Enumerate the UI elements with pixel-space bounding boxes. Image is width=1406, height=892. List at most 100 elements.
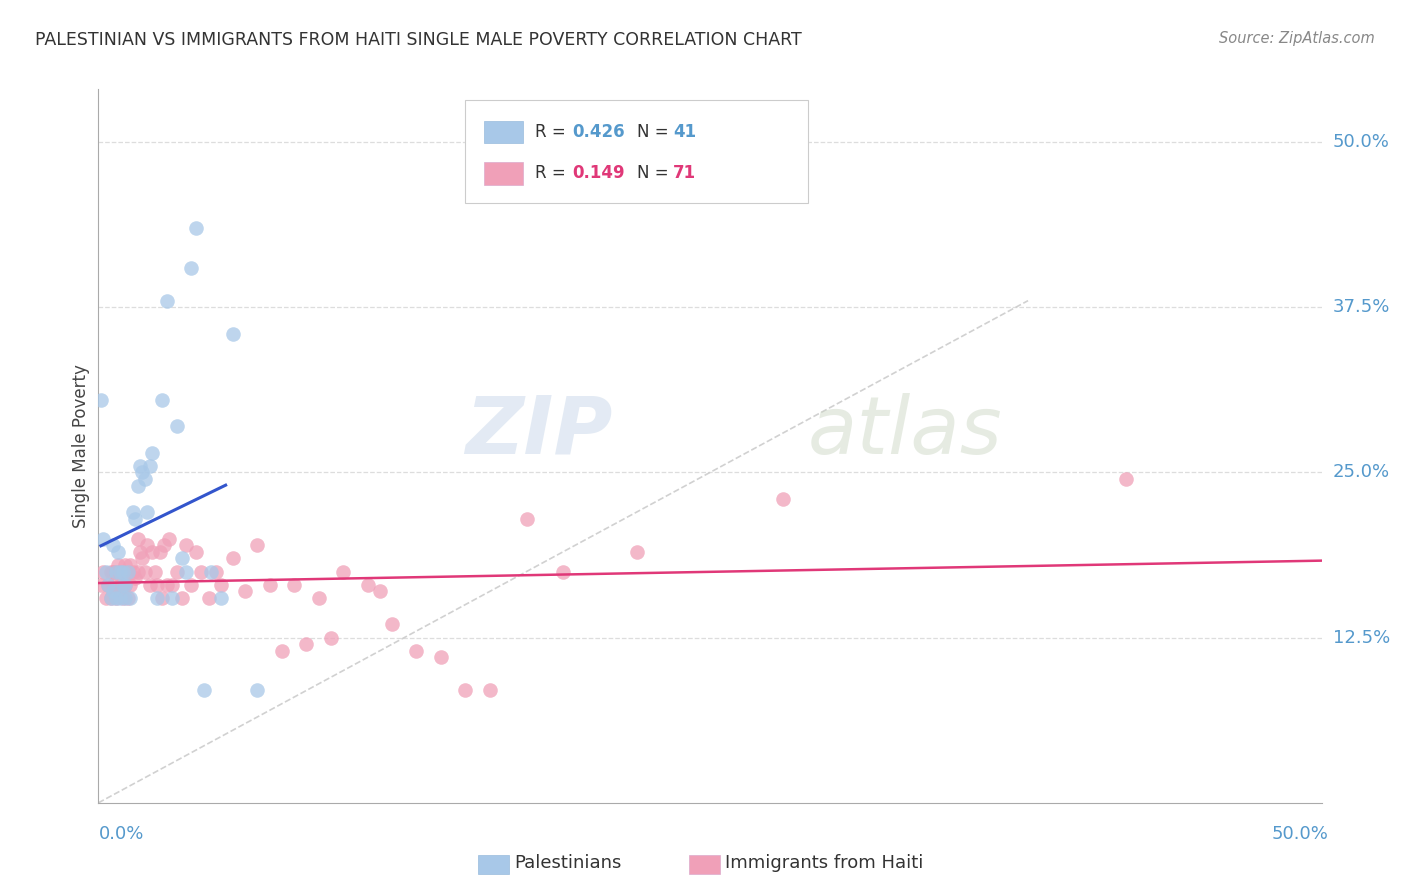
Point [283,578,305,592]
Point [127,532,149,546]
Point [111,578,134,592]
Point [94,565,117,579]
Point [120,578,142,592]
Text: R =: R = [536,164,571,182]
Point [90,578,112,592]
Text: Palestinians: Palestinians [515,855,621,872]
Point [104,591,127,605]
Point [205,565,228,579]
Point [114,591,136,605]
Point [91,565,114,579]
Point [193,683,215,698]
Point [114,578,136,592]
Point [100,591,122,605]
Point [131,551,153,566]
Point [197,591,219,605]
Text: 37.5%: 37.5% [1333,298,1391,317]
Point [97,578,120,592]
Point [117,565,139,579]
Point [124,511,146,525]
Point [114,578,136,592]
Point [166,419,188,434]
Point [141,545,163,559]
Point [136,538,159,552]
Point [180,578,202,592]
Point [110,591,132,605]
Point [90,392,112,407]
Bar [484,162,523,185]
Text: 12.5%: 12.5% [1333,629,1391,647]
Point [104,565,127,579]
Text: Immigrants from Haiti: Immigrants from Haiti [725,855,924,872]
Point [233,584,256,599]
Text: 0.0%: 0.0% [98,825,143,843]
Point [222,551,245,566]
Point [129,458,152,473]
Point [246,683,269,698]
Point [146,591,169,605]
Point [190,565,212,579]
Point [117,591,139,605]
Point [332,565,354,579]
Point [146,578,169,592]
Text: 41: 41 [673,123,696,141]
Point [94,591,117,605]
Text: 25.0%: 25.0% [1333,464,1391,482]
Point [139,458,162,473]
Point [160,591,183,605]
Point [110,565,132,579]
Point [166,565,188,579]
Point [246,538,269,552]
Point [104,565,127,579]
Point [100,565,122,579]
Point [143,565,166,579]
Point [141,445,163,459]
Text: N =: N = [637,123,673,141]
Point [107,584,129,599]
Point [101,584,124,599]
Point [110,565,132,579]
Point [131,466,153,480]
Point [186,221,208,235]
Point [124,571,146,585]
Point [150,392,173,407]
Y-axis label: Single Male Poverty: Single Male Poverty [72,364,90,528]
Text: 50.0%: 50.0% [1272,825,1329,843]
Point [156,293,179,308]
Point [319,631,342,645]
Point [368,584,391,599]
Point [295,637,318,651]
Point [110,578,132,592]
Point [104,591,127,605]
Point [134,472,156,486]
Point [430,650,453,665]
Point [157,532,180,546]
Point [259,578,281,592]
Point [170,591,193,605]
Text: 0.426: 0.426 [572,123,624,141]
Point [270,644,294,658]
Point [222,326,245,341]
Point [120,558,142,572]
Text: R =: R = [536,123,571,141]
Point [91,532,114,546]
Text: ZIP: ZIP [465,392,612,471]
Point [100,591,122,605]
Point [129,545,152,559]
Point [101,578,124,592]
Text: PALESTINIAN VS IMMIGRANTS FROM HAITI SINGLE MALE POVERTY CORRELATION CHART: PALESTINIAN VS IMMIGRANTS FROM HAITI SIN… [35,31,801,49]
Point [186,545,208,559]
Point [176,538,198,552]
Point [121,505,143,519]
Bar [484,120,523,144]
Point [121,565,143,579]
Point [200,565,222,579]
Point [170,551,193,566]
Point [101,538,124,552]
Point [1115,472,1137,486]
Point [111,591,134,605]
Point [153,538,176,552]
Point [478,683,501,698]
Point [356,578,378,592]
Text: atlas: atlas [808,392,1002,471]
